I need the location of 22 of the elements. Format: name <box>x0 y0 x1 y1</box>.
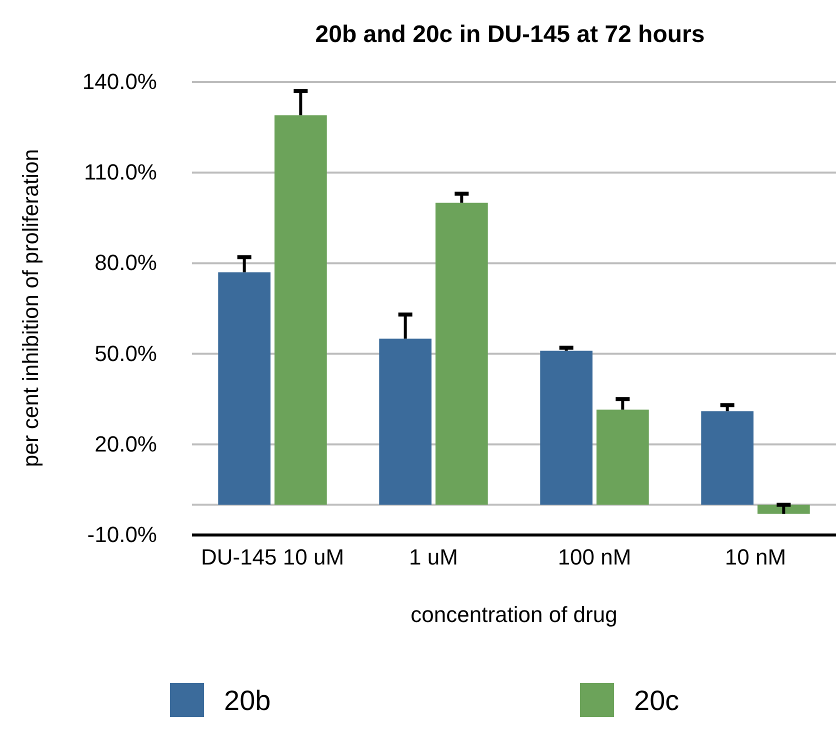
x-tick-label: 1 uM <box>409 544 458 570</box>
legend-label: 20c <box>634 685 680 716</box>
x-tick-label: 100 nM <box>558 544 632 570</box>
y-tick-label: 140.0% <box>82 69 157 94</box>
y-tick-label: -10.0% <box>87 522 157 548</box>
bar <box>701 411 754 505</box>
bar <box>379 338 432 505</box>
x-tick-label: DU-145 10 uM <box>200 544 344 570</box>
y-tick-label: 80.0% <box>94 250 157 276</box>
bar <box>540 350 592 505</box>
y-tick-label: 50.0% <box>94 340 157 366</box>
bar <box>436 202 488 505</box>
chart-title: 20b and 20c in DU-145 at 72 hours <box>315 21 705 48</box>
legend-label: 20b <box>224 685 271 716</box>
x-axis-title: concentration of drug <box>410 602 618 627</box>
bar <box>274 115 327 505</box>
y-tick-label: 110.0% <box>84 160 157 185</box>
y-tick-label: 20.0% <box>94 431 157 456</box>
bar <box>218 272 270 505</box>
y-axis-title: per cent inhibition of proliferation <box>18 149 43 467</box>
x-tick-label: 10 nM <box>724 544 786 570</box>
bar <box>596 410 649 505</box>
